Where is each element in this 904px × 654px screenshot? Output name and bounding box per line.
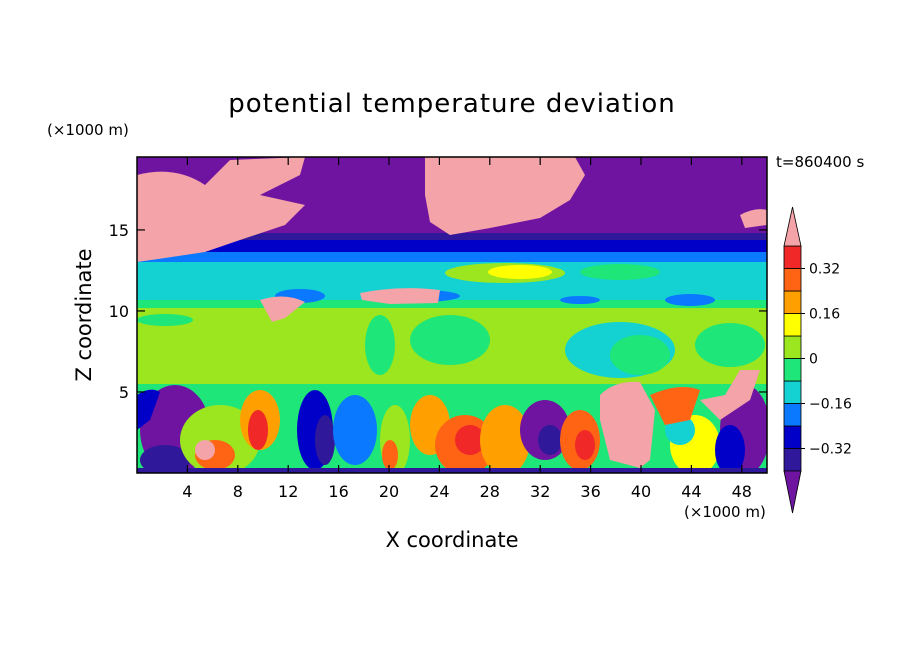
field-patch: [650, 386, 700, 425]
y-tick-label: 10: [109, 302, 129, 321]
field-patch: [600, 381, 655, 468]
chart-title: potential temperature deviation: [228, 89, 675, 119]
colorbar: 0.32 0.16 0 −0.16 −0.32: [783, 206, 852, 514]
x-tick-label: 8: [233, 482, 243, 501]
field-blob: [333, 395, 377, 465]
colorbar-tick-label: −0.16: [809, 397, 852, 413]
field-patch: [700, 370, 760, 420]
field-region: [137, 300, 767, 308]
colorbar-segment: [783, 313, 802, 337]
x-unit-label: (×1000 m): [684, 503, 766, 521]
colorbar-segment: [783, 268, 802, 292]
field-blob: [137, 314, 193, 326]
colorbar-min-extension: [783, 470, 802, 514]
upper-mid-band: [137, 252, 767, 264]
x-tick-label: 12: [278, 482, 298, 501]
x-tick-label: 32: [530, 482, 550, 501]
field-patch: [425, 157, 585, 235]
tropopause-band: [137, 240, 767, 254]
field-blob: [382, 440, 398, 470]
field-patch: [740, 209, 767, 228]
x-axis-label: X coordinate: [385, 528, 518, 552]
x-tick-label: 20: [379, 482, 399, 501]
field-blob: [480, 405, 530, 473]
colorbar-segment: [783, 358, 802, 382]
x-tick-label: 4: [182, 482, 192, 501]
x-tick-label: 40: [631, 482, 651, 501]
field-blob: [488, 265, 552, 279]
field-blob: [195, 440, 215, 460]
tropopause-band: [137, 233, 767, 243]
plot-frame: [136, 156, 768, 474]
x-tick-label: 24: [429, 482, 449, 501]
field-blob: [610, 335, 670, 375]
colorbar-segment: [783, 245, 802, 269]
x-tick-label: 44: [681, 482, 701, 501]
field-patch: [137, 389, 160, 430]
field-blob: [140, 445, 190, 473]
y-axis-label: Z coordinate: [72, 248, 96, 381]
contour-field: [137, 157, 767, 473]
colorbar-tick-label: 0.16: [809, 307, 840, 323]
field-patch: [260, 296, 305, 322]
field-blob: [560, 296, 600, 304]
field-blob: [575, 430, 595, 460]
field-blob: [695, 323, 765, 367]
field-blob: [665, 294, 715, 306]
field-patch: [360, 288, 440, 304]
x-tick-label: 16: [328, 482, 348, 501]
colorbar-tick-label: 0.32: [809, 262, 840, 278]
field-region: [137, 468, 767, 473]
colorbar-segment: [783, 335, 802, 359]
x-tick-label: 48: [732, 482, 752, 501]
field-blob: [365, 315, 395, 375]
colorbar-tick-label: 0: [809, 352, 818, 368]
field-blob: [248, 410, 268, 450]
colorbar-segment: [783, 425, 802, 449]
field-blob: [455, 425, 485, 455]
field-patch: [137, 157, 305, 262]
y-tick-label: 15: [109, 221, 129, 240]
colorbar-max-extension: [783, 206, 802, 247]
colorbar-segment: [783, 380, 802, 404]
field-blob: [580, 264, 660, 280]
colorbar-segment: [783, 448, 802, 472]
colorbar-segment: [783, 403, 802, 427]
y-tick-label: 5: [119, 383, 129, 402]
time-label: t=860400 s: [776, 153, 864, 171]
field-blob: [410, 315, 490, 365]
field-blob: [315, 415, 335, 465]
colorbar-segment: [783, 290, 802, 314]
y-unit-label: (×1000 m): [47, 121, 129, 139]
field-blob: [715, 425, 745, 473]
colorbar-tick-label: −0.32: [809, 442, 852, 458]
x-tick-label: 28: [480, 482, 500, 501]
field-blob: [538, 425, 562, 455]
x-axis: 4 8 12 16 20 24 28 32 36 40 44 48: [182, 157, 752, 501]
x-tick-label: 36: [580, 482, 600, 501]
y-axis: 5 10 15: [109, 221, 767, 402]
